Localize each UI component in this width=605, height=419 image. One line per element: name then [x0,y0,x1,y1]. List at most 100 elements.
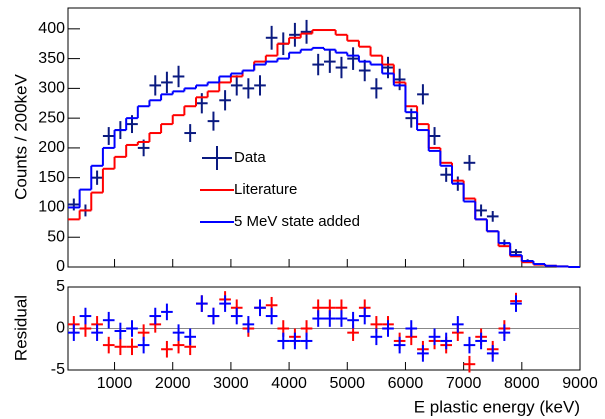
x-tick-label: 7000 [446,375,482,392]
residual-point [137,336,150,354]
residual-point [335,310,348,327]
residual-point [161,340,173,358]
y-tick-label: 5 [56,278,65,295]
residual-point [184,328,196,346]
data-point [393,68,406,91]
plot-frame [67,7,581,268]
residual-point [102,336,115,354]
data-point [475,204,487,217]
residual-point [475,332,487,350]
legend-label: Data [234,149,266,166]
data-point [463,155,476,171]
data-point [347,47,359,70]
x-tick-label: 1000 [97,375,133,392]
x-tick-label: 5000 [329,375,365,392]
y-tick-label: 50 [47,228,65,245]
residual-point [161,303,173,321]
y-tick-label: 150 [38,169,65,186]
data-point [254,75,266,96]
residual-point [126,320,138,337]
residual-point [463,336,476,354]
residual-point [382,320,394,337]
y-tick-label: 250 [38,109,65,126]
residual-point [300,332,313,350]
residual-point [440,332,452,350]
y-tick-label: 400 [38,20,65,37]
data-point [196,93,208,114]
residual-point [393,336,406,354]
data-point [440,167,452,182]
residual-point [498,324,511,341]
data-point [219,90,231,111]
residual-point [149,307,162,325]
y-tick-label: 350 [38,50,65,67]
y-axis-title: Residual [11,295,30,361]
residual-point [265,307,278,325]
data-point [312,53,324,76]
residual-point [230,307,243,325]
residual-point [324,310,336,327]
residual-point [68,324,80,341]
residual-point [428,328,441,346]
x-tick-label: 3000 [213,375,249,392]
data-point [207,111,220,131]
residual-point [312,310,324,327]
residual-point [405,320,418,337]
residual-point [452,316,464,333]
data-point [335,56,348,79]
legend-label: Literature [234,181,297,198]
x-tick-label: 6000 [388,375,424,392]
y-axis-title: Counts / 200keV [11,74,30,200]
residual-point [219,295,231,312]
residual-point [102,311,115,329]
data-point [358,59,371,82]
data-point [428,127,441,145]
x-tick-label: 8000 [504,375,540,392]
residual-point [370,328,383,346]
data-point [230,75,243,96]
data-point [324,50,336,73]
residual-point [510,295,522,312]
y-tick-label: 300 [38,80,65,97]
data-point [300,19,313,44]
x-tick-label: 2000 [155,375,191,392]
data-point [91,170,103,185]
data-point [289,22,301,47]
data-point [149,75,162,96]
residual-point [91,324,103,341]
residual-point [172,324,185,341]
residual-point [114,322,127,340]
residual-point [196,295,208,312]
residual-point [358,307,371,325]
data-point [486,211,499,222]
residual-point [126,338,138,356]
x-tick-label: 4000 [271,375,307,392]
residual-point [207,307,220,325]
residual-point [486,345,499,362]
residual-point [254,299,266,317]
residual-point [289,332,301,350]
data-point [184,124,196,142]
residual-point [277,332,290,350]
data-point [417,84,429,105]
data-point [382,56,394,79]
data-point [242,78,255,99]
y-tick-label: -5 [51,361,65,378]
data-point [265,25,278,50]
residual-point [463,355,476,373]
legend-label: 5 MeV state added [234,213,360,230]
residual-point [347,311,359,329]
data-point [102,127,115,145]
residual-point [242,316,255,333]
y-tick-label: 200 [38,139,65,156]
y-tick-label: 0 [56,258,65,275]
x-tick-label: 9000 [562,375,598,392]
y-tick-label: 0 [56,320,65,337]
x-axis-title: E plastic energy (keV) [414,397,580,416]
data-point [161,71,173,94]
data-point [370,78,383,99]
y-tick-label: 100 [38,199,65,216]
residual-point [114,338,127,356]
